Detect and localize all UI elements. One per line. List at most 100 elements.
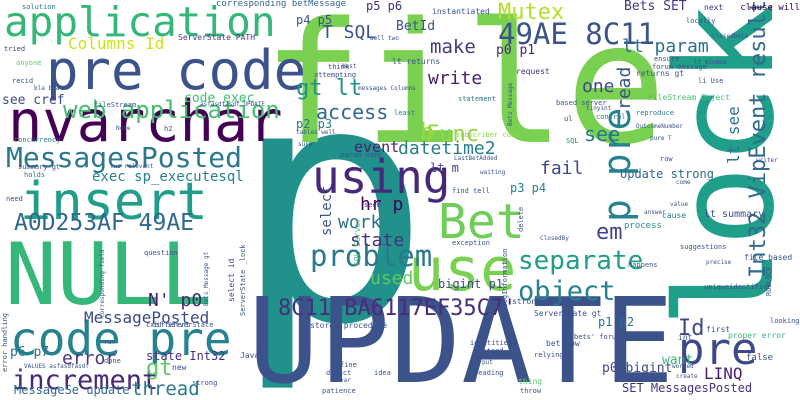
word-serverstate-path: ServerState PATH — [178, 33, 256, 42]
word-delete: delete — [517, 206, 525, 232]
word-strong: strong — [192, 379, 218, 387]
word-select: select — [319, 185, 335, 236]
word-control: control — [596, 113, 626, 121]
word-want: want — [662, 353, 694, 368]
word-tinyint: tinyint — [586, 105, 612, 112]
word-access: access — [316, 100, 389, 124]
word-file-based: file based — [744, 253, 793, 262]
word-ul: ul — [564, 115, 573, 123]
word-ensure: ensure — [654, 55, 680, 63]
word-happens: happens — [628, 261, 658, 269]
word-closeddate: ClosedDate — [712, 33, 749, 40]
word-li-use: li Use — [698, 77, 724, 85]
word-lt-returns: lt returns — [392, 57, 441, 66]
word-create: create — [676, 373, 698, 380]
word-bets-message: Bets_Message — [507, 82, 514, 126]
word-thread: thread — [131, 378, 200, 400]
word-asfasdfasdf-update: asfasdfasdf UPDATE — [200, 101, 266, 108]
word-uniqueidentifier: uniqueidentifier — [704, 283, 772, 291]
word-need: need — [6, 195, 23, 203]
word-subscriber-code: subscriber code — [456, 131, 520, 139]
word-lt-param: lt param — [622, 36, 709, 57]
word-param-name: param name — [340, 151, 383, 159]
word-read: read — [614, 66, 635, 110]
word-based-server: based server — [556, 99, 607, 107]
word-insert: insert — [20, 172, 208, 232]
word-8c11: 8C11 BA6117EF35C7' — [278, 296, 517, 321]
word-49ae-8c11: 49AE 8C11 — [498, 17, 656, 51]
word-see-cref: see cref — [2, 93, 65, 108]
word-next: next — [704, 3, 724, 12]
word-precise: precise — [706, 259, 732, 266]
word-run: run — [104, 339, 115, 346]
word-update-strong: Update strong — [620, 167, 714, 181]
word-serverstate-lock: ServerState _lock — [239, 244, 247, 316]
word-write: write — [428, 68, 483, 89]
word-bets-set: Bets SET — [624, 0, 687, 14]
word-recid: recid — [12, 77, 34, 85]
word-holds: holds — [24, 171, 46, 179]
word-problem: problem — [310, 239, 433, 273]
word-error-handling: error handling — [1, 312, 9, 372]
word-lt-see: lt see — [724, 106, 743, 164]
word-note: Note — [116, 125, 131, 132]
word-exec-sp: exec sp_executesql — [92, 169, 244, 185]
word-id: Id — [678, 316, 705, 341]
word-int: int — [678, 333, 693, 342]
word-forum-message: forum message — [652, 63, 707, 71]
word-request: request — [516, 67, 550, 76]
word-relying: relying — [534, 351, 564, 359]
word-file: file — [262, 0, 667, 182]
word-stored-procedure: stored procedure — [310, 321, 388, 330]
word-lastbetadded: LastBetAdded — [454, 155, 498, 162]
word-b: b — [420, 118, 435, 146]
word-attempting: attempting — [314, 71, 357, 79]
word-hr-p: hr p — [360, 194, 404, 215]
word-question: question — [144, 249, 178, 257]
word-well-two: well two — [370, 35, 399, 42]
word-object: object — [518, 276, 616, 307]
word-p0-p1: p0 p1 — [496, 43, 536, 58]
word-suggestions: suggestions — [680, 243, 727, 251]
word-exception: exception — [452, 239, 490, 247]
word-lt-m: lt m — [430, 161, 459, 175]
word-datetime2: datetime2 — [398, 138, 496, 159]
word-reading: reading — [474, 369, 504, 377]
word-filestream-object: FileStream Object — [648, 93, 730, 102]
word-think: think — [328, 63, 350, 71]
word-select-id: select id — [227, 258, 236, 302]
word-state-int32: state Int32 — [146, 349, 226, 363]
word-false: false — [746, 353, 774, 363]
word-sql: SQL — [566, 137, 579, 145]
word-gt: gt — [146, 356, 173, 381]
word-mutex: Mutex — [498, 0, 565, 25]
word-bet: Bet — [438, 194, 525, 250]
word-messagese-update: MessageSe update — [14, 383, 130, 397]
word-p5-p6: p5 p6 — [366, 0, 403, 13]
word-fail: fail — [540, 158, 584, 179]
word-sure: sure — [298, 141, 313, 148]
word-bla-bla: bla bla — [34, 85, 60, 92]
word-separate: separate — [518, 246, 644, 276]
word-update: UPDATE — [248, 272, 675, 400]
word-p6-p7: p6 p7 — [10, 345, 50, 360]
word-messages-columns: messages Columns — [358, 85, 416, 92]
word-concurrency: concurrency — [14, 136, 61, 144]
word-find-tell: find tell — [452, 187, 490, 195]
word-tried: tried — [4, 45, 26, 53]
word-t-sql: T SQL — [322, 22, 377, 43]
word-using: using — [312, 150, 451, 204]
word-set-messagesposted: SET MessagesPosted — [622, 381, 753, 395]
word-code-exec: code exec — [184, 91, 255, 106]
word-func: Func — [426, 122, 479, 147]
word-different: different — [152, 321, 190, 329]
word-see: see — [584, 122, 621, 146]
word-web-application: web application — [63, 96, 280, 124]
word-p: p — [232, 13, 431, 397]
word-process: process — [624, 221, 662, 231]
word-used: used — [370, 268, 414, 289]
word-throw: throw — [520, 387, 542, 395]
word-new: new — [172, 363, 187, 372]
word-put: put — [482, 359, 493, 366]
